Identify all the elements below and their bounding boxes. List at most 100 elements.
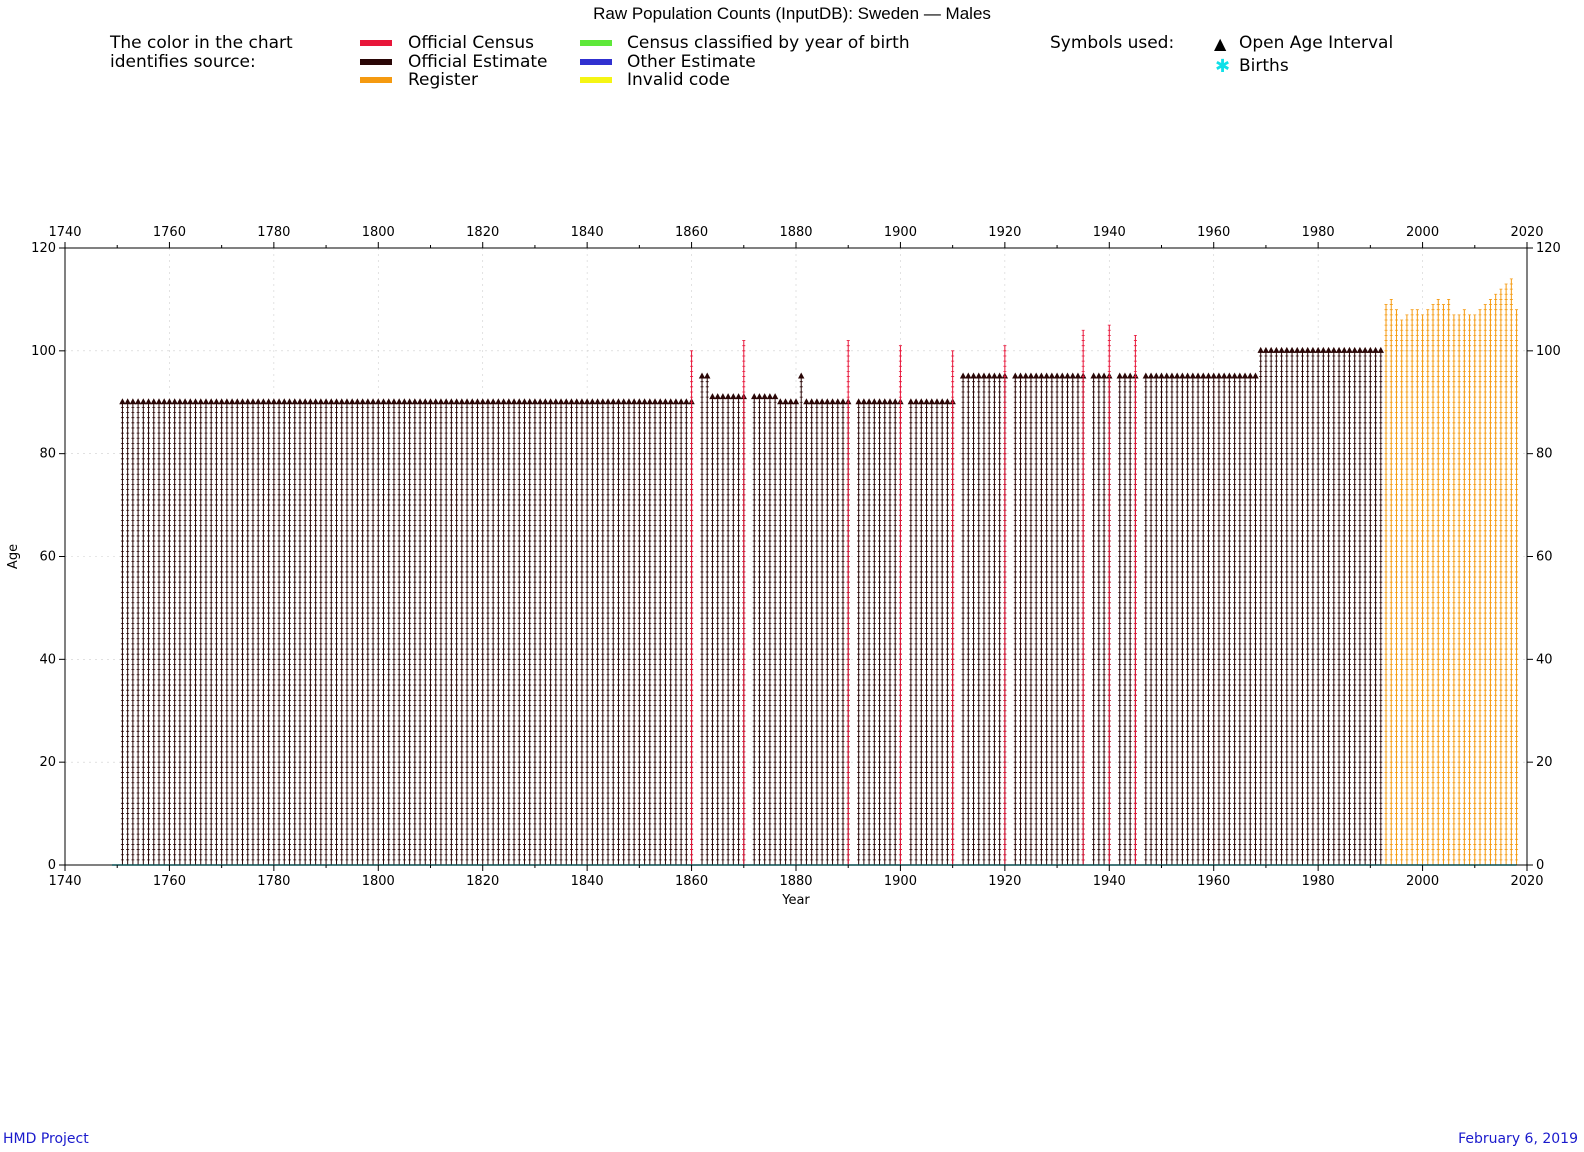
open-interval-marker <box>563 398 570 405</box>
open-interval-marker <box>912 398 920 405</box>
open-interval-marker <box>364 398 372 405</box>
legend-label-register: Register <box>408 70 478 90</box>
open-interval-marker <box>860 398 868 405</box>
open-interval-marker <box>771 393 779 400</box>
open-interval-marker <box>641 398 648 405</box>
data-column <box>761 393 768 866</box>
data-column <box>1288 346 1296 866</box>
data-column <box>1069 372 1076 866</box>
legend-label-official-census: Official Census <box>408 33 535 53</box>
data-column <box>1441 304 1445 866</box>
data-column <box>625 398 633 866</box>
data-column <box>1038 372 1045 866</box>
asterisk-icon: ✱ <box>1215 56 1231 77</box>
open-interval-marker <box>1017 372 1024 379</box>
open-interval-marker <box>1153 372 1160 379</box>
data-column <box>808 398 815 866</box>
data-column <box>1304 346 1311 866</box>
x-tick-label-bottom: 1800 <box>362 874 395 889</box>
data-column <box>792 398 800 866</box>
data-column <box>505 398 513 866</box>
data-column <box>662 398 669 866</box>
open-interval-marker <box>970 372 977 379</box>
open-interval-marker <box>1022 372 1029 379</box>
open-interval-marker <box>1179 372 1186 379</box>
data-column <box>1231 372 1238 866</box>
open-interval-marker <box>886 398 894 405</box>
data-column <box>1147 372 1155 866</box>
open-interval-marker <box>578 398 586 405</box>
open-interval-marker <box>1158 372 1165 379</box>
data-column <box>301 398 309 866</box>
open-interval-marker <box>1116 372 1123 379</box>
data-column <box>1100 372 1108 866</box>
data-column <box>547 398 554 866</box>
data-column <box>630 398 638 866</box>
data-column <box>881 398 888 866</box>
data-column <box>1081 329 1085 866</box>
legend-swatch-register <box>360 77 392 83</box>
data-column <box>1330 346 1338 866</box>
data-column <box>526 398 533 866</box>
x-tick-label-bottom: 2020 <box>1510 874 1543 889</box>
data-column <box>970 372 977 866</box>
legend-swatch-invalid-code <box>580 77 612 83</box>
data-column <box>348 398 356 866</box>
data-column <box>552 398 560 866</box>
data-column <box>1473 314 1477 866</box>
open-interval-marker <box>798 372 805 379</box>
data-column <box>145 398 152 866</box>
data-column <box>578 398 586 866</box>
open-interval-marker <box>1205 372 1212 379</box>
open-interval-marker <box>1335 346 1343 353</box>
x-tick-label-bottom: 1740 <box>48 874 81 889</box>
open-interval-marker <box>495 398 502 405</box>
open-interval-marker <box>1314 346 1322 353</box>
data-column <box>390 398 398 866</box>
open-interval-marker <box>1194 372 1202 379</box>
data-column <box>1043 372 1050 866</box>
data-column <box>839 398 847 866</box>
data-column <box>939 398 946 866</box>
data-column <box>208 398 215 866</box>
data-column <box>996 372 1003 866</box>
x-axis-label: Year <box>781 893 810 908</box>
data-column <box>1215 372 1223 866</box>
axes: 1740 1740 1760 1760 1780 1780 1800 1800 1820 1820… <box>31 225 1561 889</box>
data-column <box>865 398 873 866</box>
open-interval-marker <box>646 398 653 405</box>
open-interval-marker <box>1299 346 1306 353</box>
open-interval-marker <box>568 398 575 405</box>
data-column <box>1252 372 1259 866</box>
legend-label-births: Births <box>1239 56 1289 76</box>
open-interval-marker <box>1361 346 1369 353</box>
data-column <box>1179 372 1186 866</box>
data-column <box>228 398 236 866</box>
data-column <box>1189 372 1197 866</box>
data-column <box>495 398 502 866</box>
data-column <box>260 398 267 866</box>
open-interval-marker <box>928 398 935 405</box>
data-column <box>1426 309 1430 866</box>
data-column <box>1158 372 1165 866</box>
open-interval-marker <box>244 398 251 405</box>
data-column <box>474 398 481 866</box>
x-tick-label-bottom: 1980 <box>1302 874 1335 889</box>
y-tick-label-right: 100 <box>1536 344 1561 359</box>
footer-project: HMD Project <box>3 1131 89 1147</box>
data-column <box>406 398 413 866</box>
data-column <box>1372 346 1379 866</box>
data-column <box>834 398 841 866</box>
x-tick-label-top: 2020 <box>1510 225 1543 240</box>
data-column <box>223 398 231 866</box>
open-interval-marker <box>1304 346 1311 353</box>
open-interval-marker <box>615 398 622 405</box>
open-interval-marker <box>1163 372 1170 379</box>
y-tick-label-right: 60 <box>1536 550 1553 565</box>
legend-symbols-caption: Symbols used: <box>1050 33 1175 53</box>
open-interval-marker <box>208 398 215 405</box>
data-column <box>1462 309 1466 866</box>
data-column <box>1278 346 1285 866</box>
open-interval-marker <box>286 398 293 405</box>
data-column <box>604 398 612 866</box>
